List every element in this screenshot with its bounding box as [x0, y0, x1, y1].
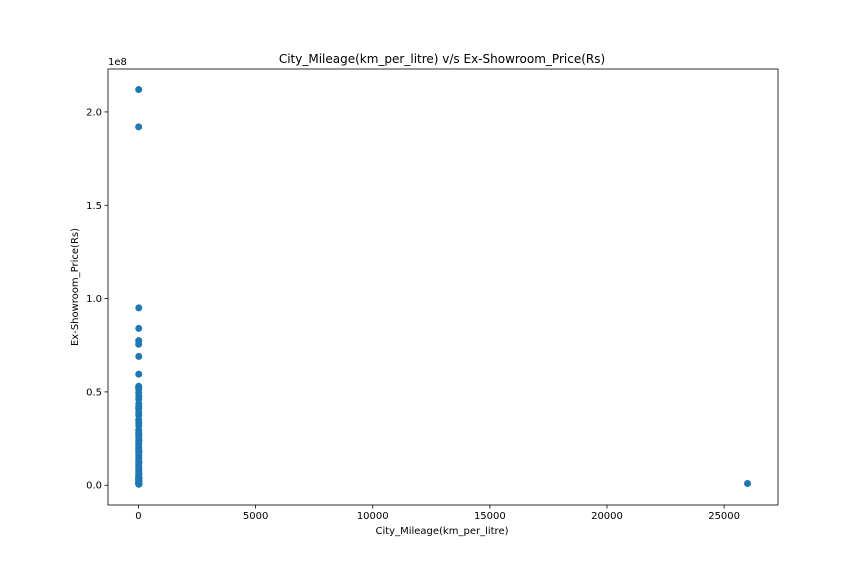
y-tick-label: 1.0 [86, 294, 102, 305]
scatter-point [744, 480, 752, 488]
scatter-point [135, 431, 143, 439]
x-tick-label: 0 [135, 511, 141, 522]
scatter-point [135, 448, 143, 456]
scatter-point [135, 476, 143, 484]
scatter-point [135, 370, 143, 378]
scatter-point [135, 352, 143, 360]
x-tick-label: 25000 [708, 511, 740, 522]
scatter-point [135, 324, 143, 332]
scatter-points [135, 86, 752, 488]
scatter-point [135, 86, 143, 94]
scatter-point [135, 459, 143, 467]
x-axis-ticks: 0 5000 10000 15000 20000 25000 [135, 505, 740, 522]
y-tick-label: 1.5 [86, 201, 102, 212]
scatter-point [135, 464, 143, 472]
scatter-point [135, 123, 143, 131]
x-tick-label: 5000 [243, 511, 268, 522]
y-axis-label: Ex-Showroom_Price(Rs) [70, 228, 81, 346]
y-axis-ticks: 0.0 0.5 1.0 1.5 2.0 [86, 107, 108, 492]
y-tick-label: 2.0 [86, 107, 102, 118]
chart-title: City_Mileage(km_per_litre) v/s Ex-Showro… [279, 52, 605, 66]
plot-frame [107, 68, 779, 506]
x-tick-label: 15000 [474, 511, 506, 522]
scatter-point [135, 436, 143, 444]
x-tick-label: 20000 [591, 511, 623, 522]
y-tick-label: 0.5 [86, 387, 102, 398]
scatter-point [135, 340, 143, 348]
y-tick-label: 0.0 [86, 481, 102, 492]
scatter-point [135, 304, 143, 312]
y-offset-text: 1e8 [108, 57, 127, 68]
x-axis-label: City_Mileage(km_per_litre) [375, 526, 508, 537]
x-tick-label: 10000 [357, 511, 389, 522]
